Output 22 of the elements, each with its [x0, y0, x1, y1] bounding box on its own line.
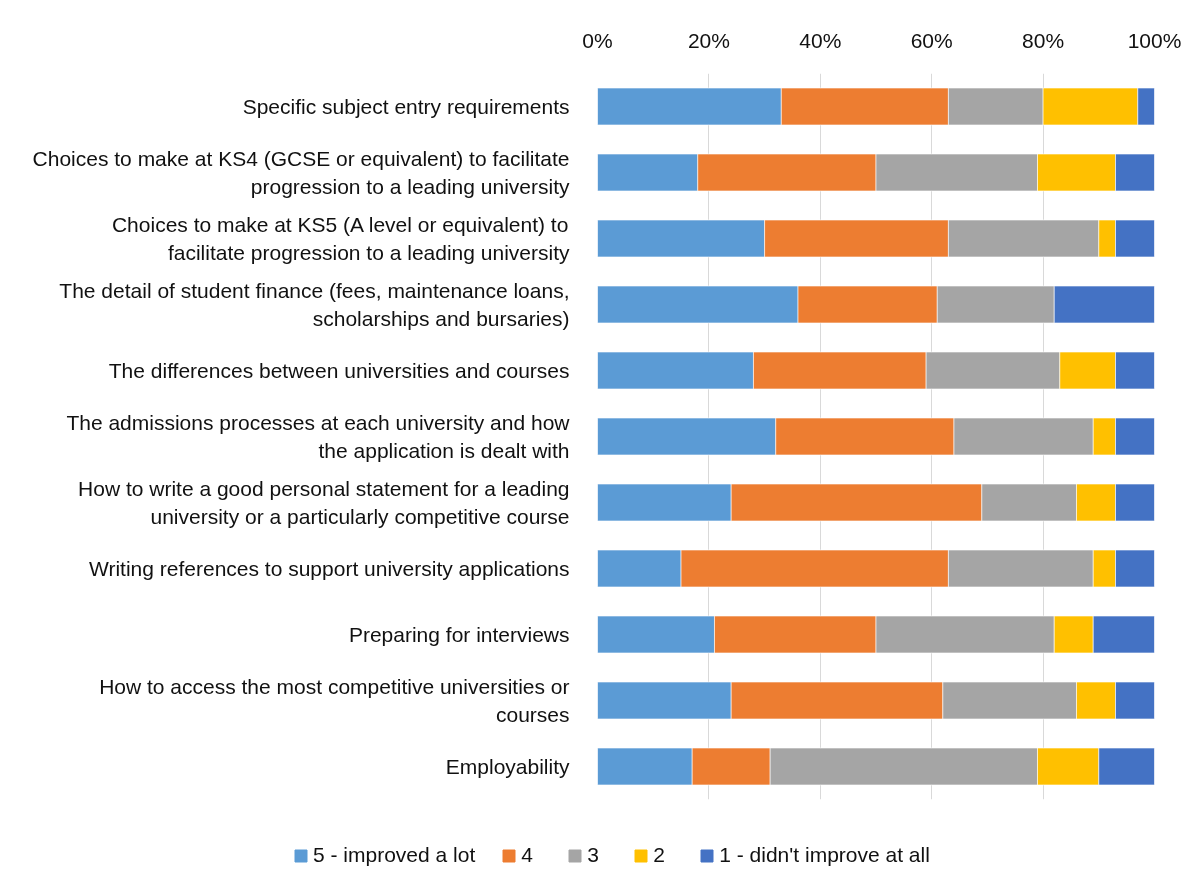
y-tick-label: Specific subject entry requirements [242, 95, 570, 118]
legend-label: 5 - improved a lot [313, 843, 476, 867]
legend-label: 3 [587, 843, 600, 867]
y-tick-label: How to access the most competitive universities or courses [99, 675, 570, 726]
y-tick-label: Employability [445, 755, 570, 778]
y-tick-label: The detail of student finance (fees, maintenance loans, scholarships and bursaries) [59, 279, 570, 330]
legend-label: 4 [521, 843, 534, 867]
y-tick-label: Choices to make at KS4 (GCSE or equivalent) to facilitate progression to a leading university [32, 147, 570, 198]
y-tick-label: Preparing for interviews [348, 623, 570, 646]
x-tick-label: 0% [582, 28, 613, 52]
y-tick-label: Writing references to support university applications [88, 557, 570, 580]
y-tick-label: The differences between universities and courses [108, 359, 570, 382]
legend-label: 1 - didn't improve at all [719, 843, 930, 867]
y-tick-label: How to write a good personal statement for a leading university or a particularly competitive course [78, 477, 570, 528]
legend-label: 2 [653, 843, 666, 867]
y-tick-label: The admissions processes at each university and how the application is dealt with [66, 411, 571, 462]
x-tick-label: 40% [799, 28, 842, 52]
x-tick-label: 60% [910, 28, 953, 52]
x-tick-label: 100% [1127, 28, 1182, 52]
y-tick-label: Choices to make at KS5 (A level or equivalent) to facilitate progression to a leading university [111, 213, 570, 264]
x-tick-label: 20% [687, 28, 730, 52]
x-tick-label: 80% [1022, 28, 1065, 52]
